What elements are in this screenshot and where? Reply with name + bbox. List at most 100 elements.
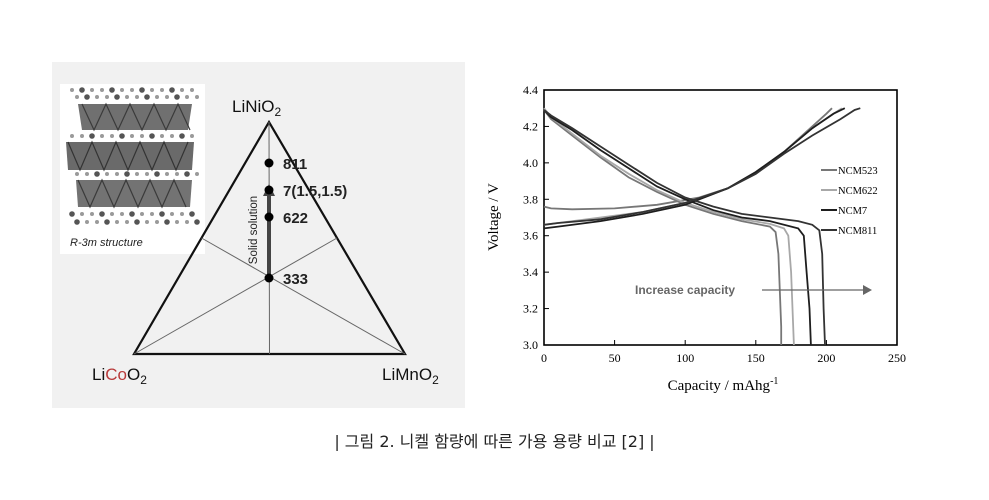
y-tick-label: 3.6 bbox=[523, 229, 538, 243]
atom bbox=[175, 220, 179, 224]
atom bbox=[154, 171, 160, 177]
discharge-curve-ncm7 bbox=[543, 109, 812, 346]
charge-curve-ncm811 bbox=[543, 107, 861, 226]
atom bbox=[129, 211, 135, 217]
atom bbox=[165, 95, 169, 99]
atom bbox=[124, 171, 130, 177]
solid-solution-arrow bbox=[263, 184, 275, 276]
atom bbox=[119, 133, 125, 139]
atom bbox=[120, 212, 124, 216]
x-tick-label: 0 bbox=[541, 351, 547, 365]
octahedra-layer-2 bbox=[66, 140, 194, 172]
structure-label: R-3m structure bbox=[70, 237, 143, 249]
atom bbox=[155, 220, 159, 224]
atom bbox=[185, 220, 189, 224]
x-tick-label: 100 bbox=[676, 351, 694, 365]
atom bbox=[74, 219, 80, 225]
y-tick-label: 3.2 bbox=[523, 302, 538, 316]
y-tick-label: 4.4 bbox=[523, 83, 538, 97]
x-axis-ticks: 0 50 100 150 200 250 bbox=[541, 340, 906, 365]
atom bbox=[95, 220, 99, 224]
voltage-capacity-chart: 3.0 3.2 3.4 3.6 3.8 4.0 4.2 4.4 0 50 100 150 200 250… bbox=[465, 62, 924, 408]
atom bbox=[95, 95, 99, 99]
atom bbox=[150, 88, 154, 92]
atom bbox=[190, 88, 194, 92]
atom bbox=[175, 172, 179, 176]
atom bbox=[144, 94, 150, 100]
atom bbox=[90, 212, 94, 216]
atom bbox=[85, 220, 89, 224]
atom bbox=[104, 219, 110, 225]
plot-frame bbox=[543, 89, 898, 346]
atom bbox=[80, 134, 84, 138]
atom bbox=[75, 172, 79, 176]
atom bbox=[165, 172, 169, 176]
atom bbox=[145, 220, 149, 224]
y-tick-label: 3.0 bbox=[523, 338, 538, 352]
atom bbox=[90, 88, 94, 92]
atom bbox=[174, 94, 180, 100]
atom bbox=[195, 95, 199, 99]
y-tick-label: 4.2 bbox=[523, 119, 538, 133]
atom bbox=[130, 134, 134, 138]
atom bbox=[85, 172, 89, 176]
atom bbox=[134, 219, 140, 225]
composition-point-7: 7(1.5,1.5) bbox=[264, 183, 347, 200]
atom bbox=[135, 95, 139, 99]
atom bbox=[179, 133, 185, 139]
y-tick-label: 4.0 bbox=[523, 156, 538, 170]
atom bbox=[160, 134, 164, 138]
curves-group bbox=[543, 107, 861, 346]
ternary-diagram: R-3m structure Solid solution 811 7(1.5,… bbox=[60, 84, 439, 387]
atom bbox=[94, 171, 100, 177]
atom bbox=[150, 212, 154, 216]
atom bbox=[70, 134, 74, 138]
vertex-label-linio2: LiNiO2 bbox=[232, 97, 282, 119]
solid-solution-label: Solid solution bbox=[248, 196, 260, 264]
atom bbox=[139, 87, 145, 93]
atom bbox=[149, 133, 155, 139]
composition-point-811: 811 bbox=[264, 156, 307, 173]
x-tick-label: 200 bbox=[817, 351, 835, 365]
atom bbox=[194, 219, 200, 225]
atom bbox=[145, 172, 149, 176]
atom bbox=[105, 172, 109, 176]
atom bbox=[160, 88, 164, 92]
x-tick-label: 250 bbox=[888, 351, 906, 365]
atom bbox=[75, 95, 79, 99]
atom bbox=[125, 220, 129, 224]
atom bbox=[180, 212, 184, 216]
vertex-label-limno2: LiMnO2 bbox=[382, 365, 439, 387]
atom bbox=[170, 212, 174, 216]
atom bbox=[110, 134, 114, 138]
atom bbox=[100, 134, 104, 138]
atom bbox=[155, 95, 159, 99]
legend-label: NCM523 bbox=[838, 166, 878, 177]
atom bbox=[135, 172, 139, 176]
octahedra-layer-3 bbox=[76, 178, 192, 209]
atom bbox=[189, 211, 195, 217]
legend: NCM523 NCM622 NCM7 NCM811 bbox=[821, 166, 878, 237]
atom bbox=[120, 88, 124, 92]
atom bbox=[80, 212, 84, 216]
crystal-structure-inset: R-3m structure bbox=[60, 84, 205, 254]
atom bbox=[114, 94, 120, 100]
y-axis-ticks: 3.0 3.2 3.4 3.6 3.8 4.0 4.2 4.4 bbox=[523, 83, 549, 352]
figure-caption: | 그림 2. 니켈 함량에 따른 가용 용량 비교 [2] | bbox=[334, 432, 655, 451]
y-tick-label: 3.8 bbox=[523, 192, 538, 206]
svg-text:333: 333 bbox=[283, 271, 308, 288]
atom bbox=[70, 88, 74, 92]
atom bbox=[69, 211, 75, 217]
atom bbox=[105, 95, 109, 99]
x-tick-label: 50 bbox=[609, 351, 621, 365]
y-axis-label: Voltage / V bbox=[486, 183, 502, 251]
x-axis-label: Capacity / mAhg-1 bbox=[668, 376, 779, 394]
figure-panel: R-3m structure Solid solution 811 7(1.5,… bbox=[52, 62, 924, 408]
atom bbox=[115, 172, 119, 176]
atom bbox=[109, 87, 115, 93]
atom bbox=[184, 171, 190, 177]
atom bbox=[180, 88, 184, 92]
composition-point-333: 333 bbox=[264, 271, 308, 288]
composition-point-622: 622 bbox=[264, 210, 308, 227]
atom bbox=[130, 88, 134, 92]
